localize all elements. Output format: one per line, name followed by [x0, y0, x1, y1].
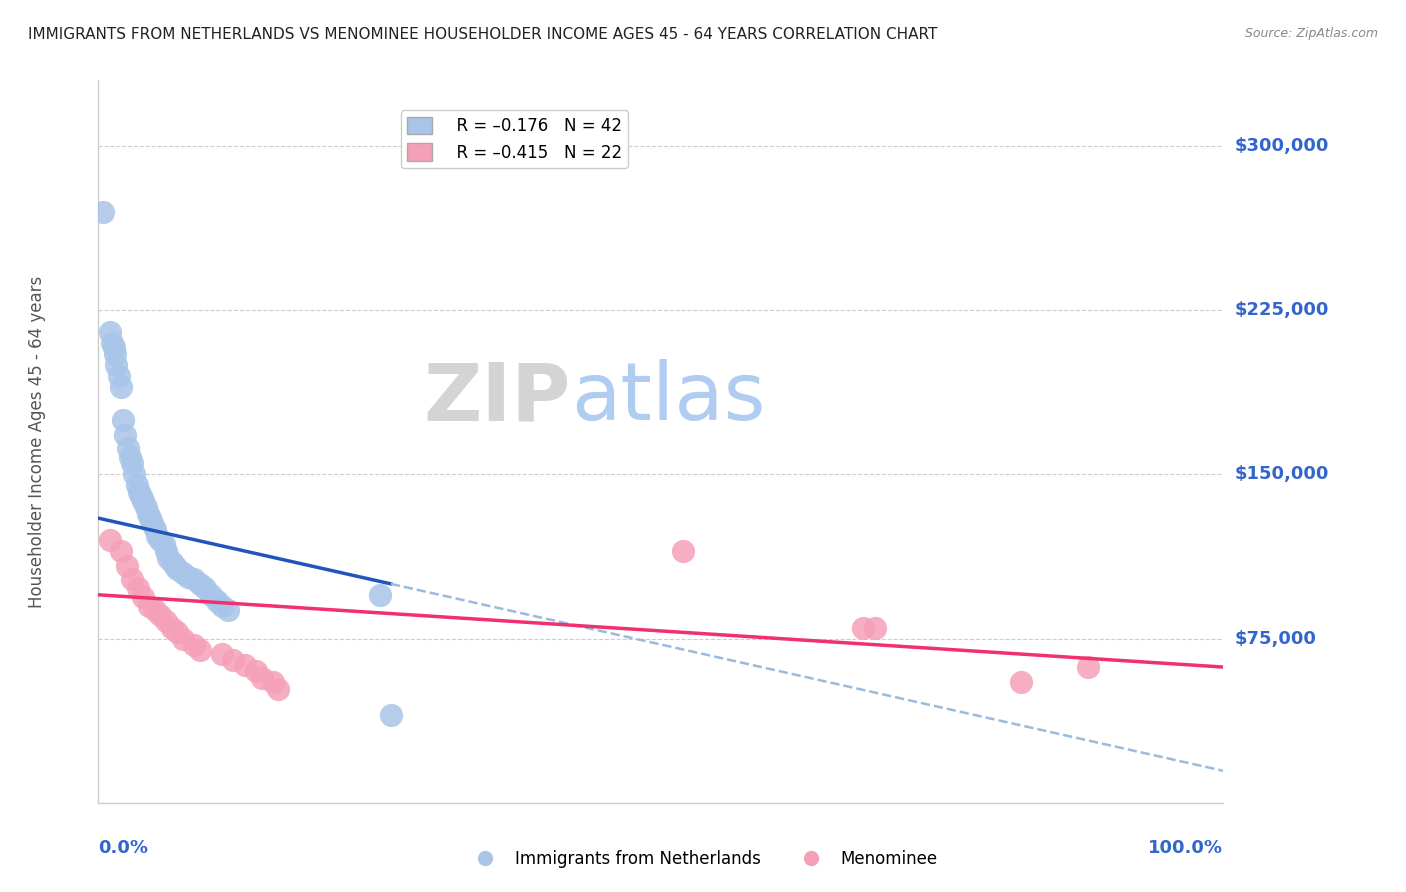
- Text: IMMIGRANTS FROM NETHERLANDS VS MENOMINEE HOUSEHOLDER INCOME AGES 45 - 64 YEARS C: IMMIGRANTS FROM NETHERLANDS VS MENOMINEE…: [28, 27, 938, 42]
- Point: [110, 380, 132, 394]
- Point: [211, 647, 233, 661]
- Text: $300,000: $300,000: [1234, 137, 1329, 155]
- Point: [267, 681, 290, 696]
- Point: [110, 544, 132, 558]
- Point: [205, 594, 228, 608]
- Point: [107, 368, 129, 383]
- Point: [163, 559, 186, 574]
- Text: $150,000: $150,000: [1234, 466, 1329, 483]
- Point: [104, 347, 127, 361]
- Point: [863, 621, 886, 635]
- Point: [368, 588, 391, 602]
- Point: [125, 478, 148, 492]
- Point: [166, 561, 188, 575]
- Point: [217, 603, 239, 617]
- Point: [105, 358, 128, 372]
- Point: [127, 581, 149, 595]
- Point: [222, 653, 245, 667]
- Text: Source: ZipAtlas.com: Source: ZipAtlas.com: [1244, 27, 1378, 40]
- Legend: Immigrants from Netherlands, Menominee: Immigrants from Netherlands, Menominee: [461, 844, 945, 875]
- Point: [172, 632, 194, 646]
- Point: [136, 507, 159, 521]
- Text: atlas: atlas: [571, 359, 765, 437]
- Point: [1010, 675, 1032, 690]
- Point: [200, 588, 222, 602]
- Point: [177, 570, 200, 584]
- Point: [157, 550, 180, 565]
- Point: [152, 537, 174, 551]
- Point: [166, 625, 188, 640]
- Point: [143, 603, 166, 617]
- Point: [188, 642, 211, 657]
- Text: Householder Income Ages 45 - 64 years: Householder Income Ages 45 - 64 years: [28, 276, 45, 607]
- Point: [262, 675, 284, 690]
- Point: [112, 412, 135, 426]
- Point: [118, 450, 141, 464]
- Point: [115, 559, 138, 574]
- Text: 0.0%: 0.0%: [98, 838, 149, 857]
- Point: [98, 533, 121, 547]
- Point: [141, 516, 163, 530]
- Text: $225,000: $225,000: [1234, 301, 1329, 319]
- Point: [852, 621, 875, 635]
- Point: [143, 522, 166, 536]
- Legend:   R = –0.176   N = 42,   R = –0.415   N = 22: R = –0.176 N = 42, R = –0.415 N = 22: [401, 111, 628, 169]
- Point: [250, 671, 273, 685]
- Point: [117, 441, 139, 455]
- Point: [139, 511, 162, 525]
- Point: [103, 340, 125, 354]
- Point: [160, 621, 183, 635]
- Point: [155, 614, 177, 628]
- Point: [128, 484, 150, 499]
- Point: [245, 665, 267, 679]
- Point: [135, 500, 157, 515]
- Point: [121, 573, 143, 587]
- Point: [132, 493, 155, 508]
- Text: 100.0%: 100.0%: [1149, 838, 1223, 857]
- Point: [129, 489, 152, 503]
- Text: $75,000: $75,000: [1234, 630, 1316, 648]
- Point: [188, 577, 211, 591]
- Point: [121, 457, 143, 471]
- Point: [211, 599, 233, 613]
- Point: [172, 566, 194, 580]
- Point: [1077, 660, 1099, 674]
- Point: [160, 555, 183, 569]
- Point: [183, 573, 205, 587]
- Point: [672, 544, 695, 558]
- Point: [149, 533, 172, 547]
- Point: [114, 428, 136, 442]
- Point: [98, 325, 121, 339]
- Point: [183, 638, 205, 652]
- Point: [91, 204, 114, 219]
- Point: [233, 657, 256, 672]
- Point: [194, 581, 217, 595]
- Point: [124, 467, 146, 482]
- Point: [149, 607, 172, 622]
- Point: [138, 599, 160, 613]
- Point: [146, 529, 169, 543]
- Point: [101, 336, 124, 351]
- Point: [380, 708, 402, 723]
- Point: [132, 590, 155, 604]
- Text: ZIP: ZIP: [423, 359, 571, 437]
- Point: [155, 544, 177, 558]
